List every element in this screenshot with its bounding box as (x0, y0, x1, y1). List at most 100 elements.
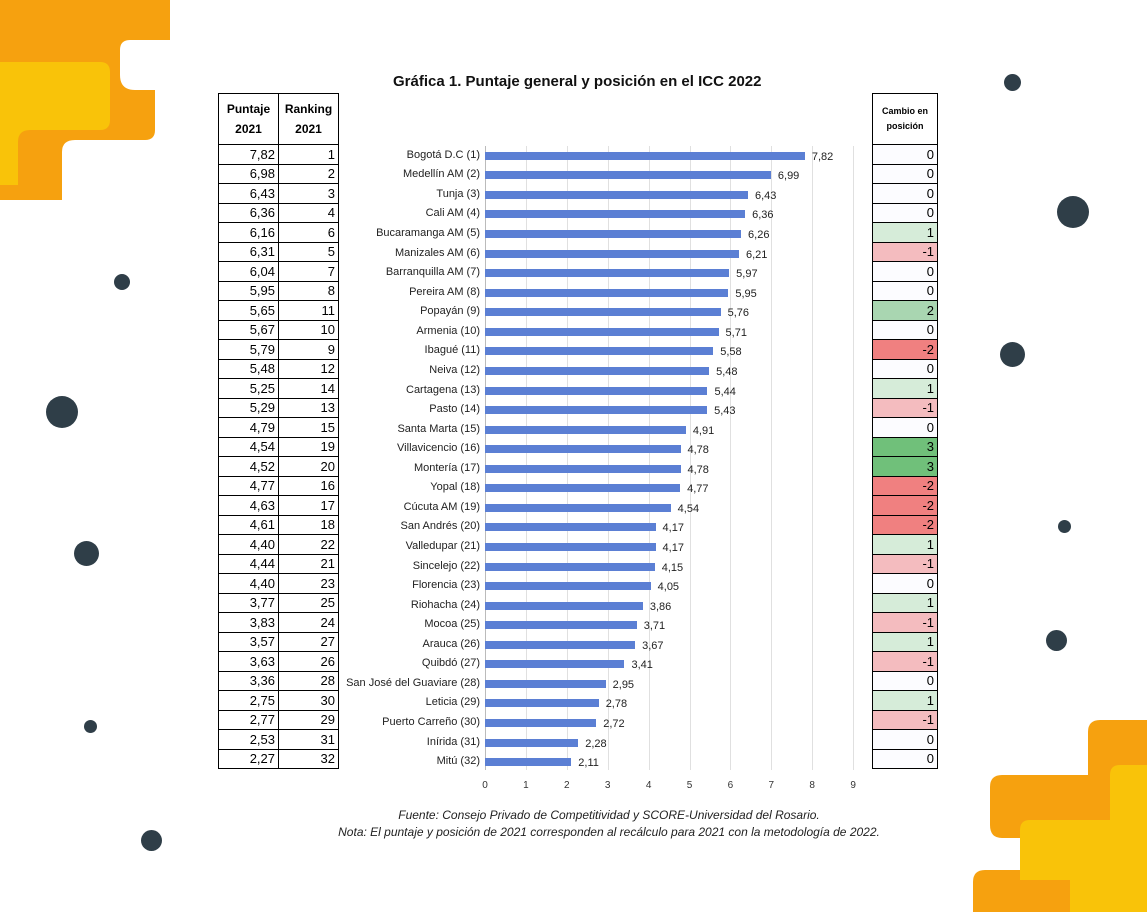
cambio-cell: 1 (872, 378, 938, 399)
cambio-cell: 0 (872, 417, 938, 438)
chart-title: Gráfica 1. Puntaje general y posición en… (393, 73, 762, 90)
data-label: 2,95 (612, 678, 635, 691)
ranking-2021-cell: 17 (278, 495, 339, 516)
bar (485, 190, 748, 199)
table-row: 1 (872, 222, 938, 243)
decorative-dot (1058, 520, 1071, 533)
category-label: San José del Guaviare (28) (346, 676, 480, 689)
bar (485, 503, 671, 512)
x-tick-label: 1 (523, 780, 529, 791)
data-label: 2,11 (578, 757, 599, 770)
data-label: 6,21 (745, 248, 768, 261)
table-row: 0 (872, 183, 938, 204)
data-label: 5,44 (714, 385, 736, 398)
x-tick-label: 4 (645, 780, 652, 791)
x-tick-label: 2 (564, 780, 570, 791)
bar (485, 151, 805, 160)
table-row: -1 (872, 651, 938, 672)
cambio-cell: 0 (872, 319, 938, 340)
bar (485, 562, 655, 571)
table-row: 1 (872, 690, 938, 711)
category-label: Cúcuta AM (19) (403, 500, 480, 513)
table-row: 5,25 14 (218, 378, 339, 399)
category-label: Inírida (31) (426, 735, 480, 748)
ranking-2021-cell: 18 (278, 514, 339, 535)
table-row: 0 (872, 202, 938, 223)
cambio-cell: -1 (872, 553, 938, 574)
data-label: 7,82 (811, 150, 834, 163)
bar (485, 699, 599, 708)
cambio-cell: 0 (872, 670, 938, 691)
cambio-cell: -1 (872, 709, 938, 730)
table-row: 6,16 6 (218, 222, 339, 243)
bar (485, 366, 710, 375)
cambio-cell: -2 (872, 495, 938, 516)
table-row: 4,61 18 (218, 514, 339, 535)
gridline (853, 146, 855, 770)
table-row: 6,36 4 (218, 202, 339, 223)
ranking-2021-cell: 13 (278, 397, 339, 418)
table-row: 3,36 28 (218, 670, 339, 691)
decorative-dot (74, 541, 99, 566)
ranking-2021-cell: 10 (278, 319, 339, 340)
cambio-cell: 0 (872, 573, 938, 594)
ranking-2021-cell: 5 (278, 241, 339, 262)
table-row: 1 (872, 378, 938, 399)
table-row: 4,40 23 (218, 573, 339, 594)
table-row: 0 (872, 729, 938, 750)
bar (485, 582, 651, 591)
bar (485, 269, 730, 278)
table-row: 1 (872, 631, 938, 652)
bar (485, 288, 729, 297)
puntaje-2021-cell: 2,77 (218, 709, 279, 730)
cambio-cell: -1 (872, 651, 938, 672)
ranking-2021-cell: 15 (278, 417, 339, 438)
ranking-2021-cell: 19 (278, 436, 339, 457)
puntaje-2021-cell: 3,83 (218, 612, 279, 633)
category-label: Ibagué (11) (424, 344, 480, 357)
table-row: 3 (872, 456, 938, 477)
ranking-2021-cell: 11 (278, 300, 339, 321)
puntaje-2021-cell: 6,36 (218, 202, 279, 223)
bar (485, 738, 579, 747)
bar (485, 523, 656, 532)
bar (485, 484, 681, 493)
cambio-cell: 1 (872, 534, 938, 555)
ranking-2021-cell: 7 (278, 261, 339, 282)
data-label: 6,26 (748, 229, 770, 242)
data-label: 3,67 (642, 639, 664, 652)
y-axis-line (485, 146, 486, 770)
ranking-2021-cell: 16 (278, 475, 339, 496)
table-row: 3,77 25 (218, 592, 339, 613)
category-label: Cali AM (4) (425, 207, 480, 220)
puntaje-2021-cell: 5,67 (218, 319, 279, 340)
header-ranking-2021: Ranking 2021 (278, 93, 339, 145)
cambio-cell: 0 (872, 261, 938, 282)
data-label: 5,76 (727, 307, 749, 320)
table-2021: Puntaje 2021 Ranking 2021 7,82 1 6,98 2 6,43 3… (218, 93, 339, 769)
category-label: Bucaramanga AM (5) (376, 227, 480, 240)
data-label: 5,48 (716, 365, 738, 378)
table-row: 0 (872, 144, 938, 165)
puntaje-2021-cell: 5,95 (218, 280, 279, 301)
ranking-2021-cell: 4 (278, 202, 339, 223)
x-tick-label: 3 (604, 780, 611, 791)
category-label: Valledupar (21) (405, 539, 480, 552)
bar (485, 640, 636, 649)
data-label: 5,97 (736, 268, 758, 281)
cambio-cell: 1 (872, 690, 938, 711)
table-row: 1 (872, 592, 938, 613)
data-label: 4,78 (687, 444, 709, 457)
puntaje-2021-cell: 3,57 (218, 631, 279, 652)
ranking-2021-cell: 26 (278, 651, 339, 672)
cambio-cell: 0 (872, 144, 938, 165)
ranking-2021-cell: 12 (278, 358, 339, 379)
bar (485, 464, 681, 473)
table-row: 0 (872, 417, 938, 438)
puntaje-2021-cell: 4,63 (218, 495, 279, 516)
puntaje-2021-cell: 3,36 (218, 670, 279, 691)
table-row: 0 (872, 748, 938, 769)
data-label: 4,15 (661, 561, 684, 574)
data-label: 2,28 (585, 737, 607, 750)
decorative-dot (1046, 630, 1067, 651)
